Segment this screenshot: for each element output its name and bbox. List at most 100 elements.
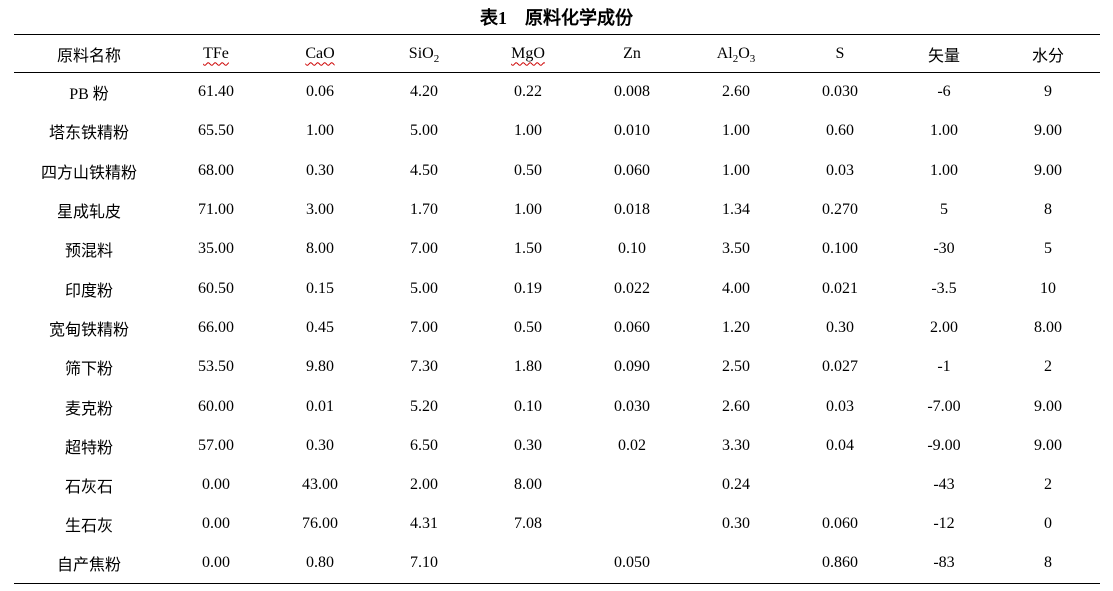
col-header-vector: 矢量 [927, 47, 960, 65]
value-cell: 0.010 [614, 122, 650, 140]
value-cell: 7.10 [410, 554, 438, 572]
value-cell: 5.00 [410, 279, 438, 297]
value-cell: 8.00 [1034, 318, 1062, 336]
value-cell: 7.08 [514, 515, 542, 533]
value-cell: 1.20 [722, 318, 750, 336]
value-cell: 2.60 [722, 83, 750, 101]
value-cell: 0.100 [822, 240, 858, 258]
composition-table: 原料名称 TFe CaO SiO2 MgO Zn Al2O3 S 矢量 水分 P… [14, 34, 1100, 584]
value-cell: 0.30 [722, 515, 750, 533]
value-cell: 5.00 [410, 122, 438, 140]
value-cell: 0.24 [722, 476, 750, 494]
table-row: 印度粉 60.50 0.15 5.00 0.19 0.022 4.00 0.021 -3.5 10 [14, 269, 1100, 308]
value-cell: 61.40 [198, 83, 234, 101]
value-cell: 0.30 [306, 161, 334, 179]
col-header-material-name: 原料名称 [56, 47, 121, 65]
value-cell: 5 [940, 201, 948, 219]
value-cell: 4.20 [410, 83, 438, 101]
value-cell: 2.00 [410, 476, 438, 494]
material-name-cell: 麦克粉 [64, 400, 113, 418]
value-cell [788, 465, 892, 504]
al2o3-label-o: O [738, 44, 750, 62]
value-cell: 9.00 [1034, 161, 1062, 179]
value-cell: 2 [1044, 358, 1052, 376]
value-cell: 0.050 [614, 554, 650, 572]
value-cell: 9.80 [306, 358, 334, 376]
value-cell: 0.19 [514, 279, 542, 297]
value-cell: 1.00 [722, 161, 750, 179]
material-name-cell: 筛下粉 [64, 361, 113, 379]
value-cell: -12 [933, 515, 955, 533]
table-row: 四方山铁精粉 68.00 0.30 4.50 0.50 0.060 1.00 0.03 1.00… [14, 151, 1100, 190]
value-cell: 1.80 [514, 358, 542, 376]
table-title: 表1 原料化学成份 [480, 8, 633, 28]
value-cell: -30 [933, 240, 955, 258]
value-cell: 0.027 [822, 358, 858, 376]
value-cell: 0.03 [826, 397, 854, 415]
value-cell: 68.00 [198, 161, 234, 179]
value-cell: 9.00 [1034, 397, 1062, 415]
material-name-cell: 塔东铁精粉 [48, 125, 129, 143]
value-cell: 0.060 [822, 515, 858, 533]
value-cell: 0.021 [822, 279, 858, 297]
value-cell: 0.030 [614, 397, 650, 415]
value-cell [580, 505, 684, 544]
table-row: 预混料 35.00 8.00 7.00 1.50 0.10 3.50 0.100 -30 5 [14, 230, 1100, 269]
value-cell: 8.00 [514, 476, 542, 494]
al2o3-subscript-3: 3 [749, 52, 756, 65]
col-header-cao: CaO [268, 35, 372, 73]
value-cell: -7.00 [927, 397, 961, 415]
material-name-cell: 自产焦粉 [56, 557, 121, 575]
value-cell: 0.50 [514, 318, 542, 336]
material-name-cell: 生石灰 [64, 518, 113, 536]
value-cell: 0.80 [306, 554, 334, 572]
table-row: 麦克粉 60.00 0.01 5.20 0.10 0.030 2.60 0.03 -7.00 9.… [14, 387, 1100, 426]
value-cell: 1.50 [514, 240, 542, 258]
value-cell: 2.50 [722, 358, 750, 376]
value-cell: 0.090 [614, 358, 650, 376]
value-cell: 1.00 [930, 122, 958, 140]
col-header-sio2: SiO2 [372, 35, 476, 73]
table-row: 筛下粉 53.50 9.80 7.30 1.80 0.090 2.50 0.027 -1 2 [14, 348, 1100, 387]
value-cell: 5 [1044, 240, 1052, 258]
value-cell: 9 [1044, 83, 1052, 101]
value-cell [580, 465, 684, 504]
material-name-cell: 印度粉 [64, 282, 113, 300]
value-cell: 7.00 [410, 240, 438, 258]
material-name-cell: PB 粉 [69, 86, 109, 104]
value-cell: 4.00 [722, 279, 750, 297]
value-cell: 2.60 [722, 397, 750, 415]
col-header-zn: Zn [623, 44, 641, 62]
value-cell: -3.5 [931, 279, 957, 297]
value-cell: 57.00 [198, 436, 234, 454]
table-row: 宽甸铁精粉 66.00 0.45 7.00 0.50 0.060 1.20 0.30 2.00 8… [14, 308, 1100, 347]
value-cell: 0.01 [306, 397, 334, 415]
table-row: 超特粉 57.00 0.30 6.50 0.30 0.02 3.30 0.04 -9.00 9.0… [14, 426, 1100, 465]
material-name-cell: 星成轧皮 [56, 204, 121, 222]
value-cell: 1.34 [722, 201, 750, 219]
value-cell: 1.70 [410, 201, 438, 219]
table-row: 石灰石 0.00 43.00 2.00 8.00 0.24 -43 2 [14, 465, 1100, 504]
value-cell: 0.00 [202, 515, 230, 533]
value-cell: 65.50 [198, 122, 234, 140]
col-header-s: S [835, 44, 845, 62]
cao-label: CaO [305, 44, 335, 62]
material-name-cell: 超特粉 [64, 439, 113, 457]
value-cell: 0.04 [826, 436, 854, 454]
value-cell: 6.50 [410, 436, 438, 454]
table-row: PB 粉 61.40 0.06 4.20 0.22 0.008 2.60 0.030 -6 9 [14, 73, 1100, 112]
value-cell: 3.50 [722, 240, 750, 258]
value-cell: 0.10 [514, 397, 542, 415]
value-cell: 0.60 [826, 122, 854, 140]
sio2-subscript: 2 [433, 52, 440, 65]
value-cell: 0.060 [614, 318, 650, 336]
value-cell: 7.30 [410, 358, 438, 376]
value-cell: 0.10 [618, 240, 646, 258]
al2o3-subscript-2: 2 [732, 52, 739, 65]
value-cell: 4.31 [410, 515, 438, 533]
value-cell: 8 [1044, 201, 1052, 219]
sio2-label: SiO [408, 44, 434, 62]
value-cell: 9.00 [1034, 122, 1062, 140]
value-cell: 0.008 [614, 83, 650, 101]
header-row: 原料名称 TFe CaO SiO2 MgO Zn Al2O3 S 矢量 水分 [14, 35, 1100, 73]
